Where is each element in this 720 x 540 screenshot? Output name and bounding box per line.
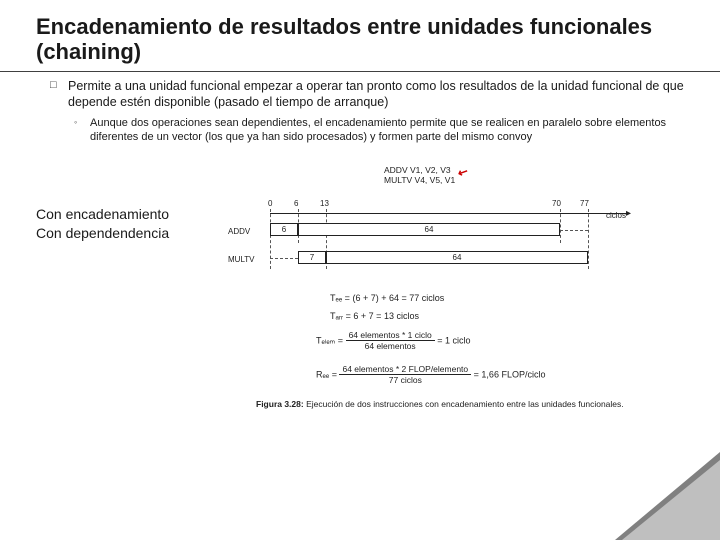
vline-0 bbox=[270, 209, 271, 269]
tick-77: 77 bbox=[580, 199, 589, 208]
vline-77 bbox=[588, 209, 589, 269]
row-label-multv: MULTV bbox=[228, 255, 255, 264]
bar-multv-start: 7 bbox=[298, 251, 326, 264]
r-lhs: Rₑₑ = bbox=[316, 369, 337, 379]
sub-bullet: ◦ Aunque dos operaciones sean dependient… bbox=[0, 116, 720, 145]
tick-6: 6 bbox=[294, 199, 298, 208]
bullet-text: Permite a una unidad funcional empezar a… bbox=[68, 78, 684, 111]
formula-t-arr: Tₐᵣᵣ = 6 + 7 = 13 ciclos bbox=[330, 311, 419, 321]
caption-rest: Ejecución de dos instrucciones con encad… bbox=[306, 399, 624, 409]
vline-70 bbox=[560, 209, 561, 243]
figure-caption: Figura 3.28: Ejecución de dos instruccio… bbox=[256, 399, 624, 409]
t-elem-res: = 1 ciclo bbox=[437, 335, 470, 345]
bar-addv-body: 64 bbox=[298, 223, 560, 236]
timing-diagram: ADDV V1, V2, V3 MULTV V4, V5, V1 ↙ 0 6 1… bbox=[210, 165, 720, 243]
corner-triangle-light bbox=[622, 460, 720, 540]
formula-t-elem: Tₑₗₑₘ = 64 elementos * 1 ciclo 64 elemen… bbox=[316, 331, 471, 351]
dependency-arrow-icon: ↙ bbox=[456, 163, 471, 180]
r-den: 77 ciclos bbox=[389, 375, 422, 385]
square-bullet-icon: □ bbox=[50, 78, 68, 111]
t-elem-lhs: Tₑₗₑₘ = bbox=[316, 335, 343, 345]
formula-r: Rₑₑ = 64 elementos * 2 FLOP/elemento 77 … bbox=[316, 365, 545, 385]
t-elem-frac: 64 elementos * 1 ciclo 64 elementos bbox=[346, 331, 435, 351]
caption-bold: Figura 3.28: bbox=[256, 399, 304, 409]
asm-code: ADDV V1, V2, V3 MULTV V4, V5, V1 bbox=[384, 165, 455, 186]
page-title: Encadenamiento de resultados entre unida… bbox=[0, 0, 720, 72]
mode-labels: Con encadenamiento Con dependendencia bbox=[0, 165, 210, 243]
sub-bullet-text: Aunque dos operaciones sean dependientes… bbox=[90, 116, 684, 145]
formula-t-ee: Tₑₑ = (6 + 7) + 64 = 77 ciclos bbox=[330, 293, 444, 303]
circle-bullet-icon: ◦ bbox=[74, 116, 90, 145]
dash-multv-lead bbox=[270, 258, 298, 259]
bar-multv-body: 64 bbox=[326, 251, 588, 264]
axis-arrow-icon: ▸ bbox=[626, 208, 631, 219]
t-elem-den: 64 elementos bbox=[365, 341, 416, 351]
tick-0: 0 bbox=[268, 199, 272, 208]
main-bullet: □ Permite a una unidad funcional empezar… bbox=[0, 78, 720, 111]
asm-line-2: MULTV V4, V5, V1 bbox=[384, 175, 455, 186]
label-dependency: Con dependendencia bbox=[36, 224, 210, 243]
asm-line-1: ADDV V1, V2, V3 bbox=[384, 165, 455, 176]
r-frac: 64 elementos * 2 FLOP/elemento 77 ciclos bbox=[339, 365, 471, 385]
time-axis bbox=[270, 213, 630, 214]
bar-addv-start: 6 bbox=[270, 223, 298, 236]
tick-13: 13 bbox=[320, 199, 329, 208]
t-elem-num: 64 elementos * 1 ciclo bbox=[346, 331, 435, 342]
tick-70: 70 bbox=[552, 199, 561, 208]
r-num: 64 elementos * 2 FLOP/elemento bbox=[339, 365, 471, 376]
r-res: = 1,66 FLOP/ciclo bbox=[474, 369, 546, 379]
label-chaining: Con encadenamiento bbox=[36, 205, 210, 224]
row-label-addv: ADDV bbox=[228, 227, 250, 236]
dash-addv-tail bbox=[560, 230, 588, 231]
